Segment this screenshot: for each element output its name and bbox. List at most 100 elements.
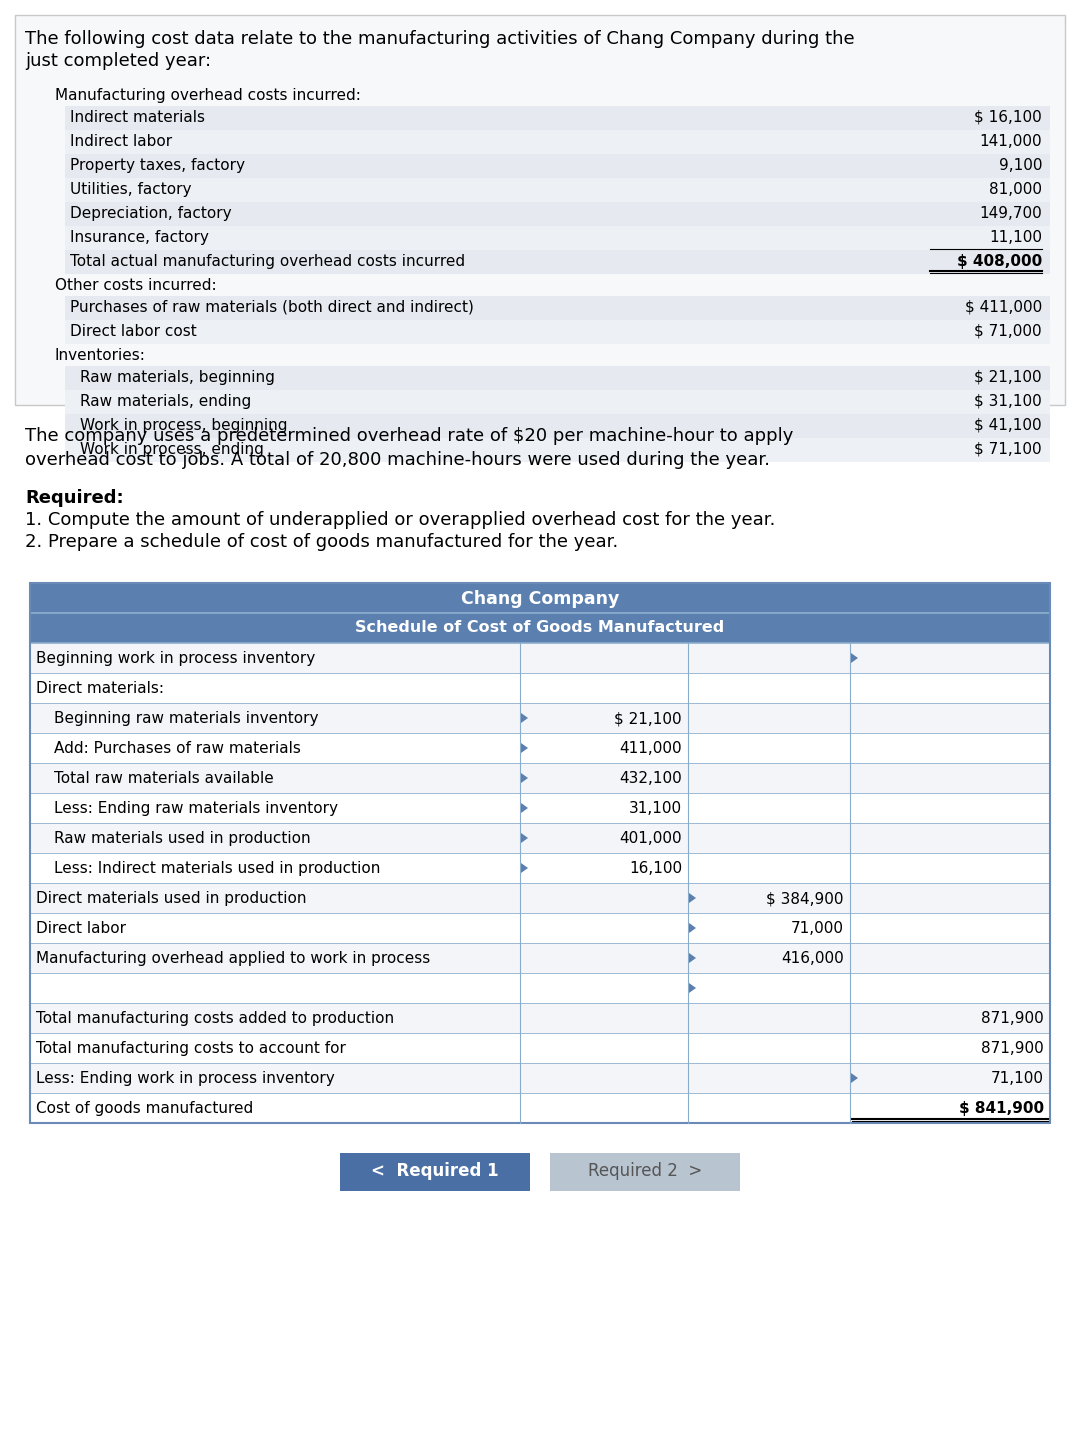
- Text: 16,100: 16,100: [629, 862, 681, 876]
- Bar: [65, 225, 1050, 250]
- Text: Total raw materials available: Total raw materials available: [54, 771, 273, 785]
- Text: $ 31,100: $ 31,100: [974, 393, 1042, 409]
- Polygon shape: [689, 923, 696, 933]
- Bar: [30, 613, 1050, 643]
- Bar: [30, 732, 1050, 763]
- Text: 149,700: 149,700: [980, 205, 1042, 221]
- Polygon shape: [689, 893, 696, 903]
- Text: Indirect labor: Indirect labor: [70, 134, 172, 149]
- Text: Raw materials, ending: Raw materials, ending: [80, 393, 252, 409]
- Bar: [30, 704, 1050, 732]
- Text: Work in process, beginning: Work in process, beginning: [80, 418, 287, 434]
- Polygon shape: [689, 954, 696, 964]
- Text: 71,100: 71,100: [991, 1071, 1044, 1086]
- Text: 416,000: 416,000: [781, 951, 843, 966]
- Text: Work in process, ending: Work in process, ending: [80, 442, 264, 457]
- Text: $ 384,900: $ 384,900: [767, 890, 843, 906]
- Bar: [30, 913, 1050, 943]
- Text: Manufacturing overhead costs incurred:: Manufacturing overhead costs incurred:: [55, 88, 361, 103]
- Text: Manufacturing overhead applied to work in process: Manufacturing overhead applied to work i…: [36, 951, 430, 966]
- Text: Required:: Required:: [25, 490, 123, 507]
- Polygon shape: [521, 803, 528, 813]
- Text: Property taxes, factory: Property taxes, factory: [70, 158, 245, 172]
- Bar: [30, 943, 1050, 974]
- Bar: [30, 643, 1050, 673]
- Text: Schedule of Cost of Goods Manufactured: Schedule of Cost of Goods Manufactured: [355, 620, 725, 635]
- Text: Other costs incurred:: Other costs incurred:: [55, 279, 217, 293]
- Bar: [65, 178, 1050, 202]
- Text: Utilities, factory: Utilities, factory: [70, 182, 191, 197]
- Bar: [30, 883, 1050, 913]
- Bar: [65, 202, 1050, 225]
- Text: 11,100: 11,100: [989, 230, 1042, 246]
- Text: Direct labor cost: Direct labor cost: [70, 325, 197, 339]
- Text: 871,900: 871,900: [982, 1041, 1044, 1055]
- Text: Required 2  >: Required 2 >: [588, 1162, 702, 1180]
- Polygon shape: [521, 833, 528, 843]
- Bar: [30, 1063, 1050, 1093]
- Bar: [65, 250, 1050, 274]
- Polygon shape: [521, 714, 528, 722]
- Bar: [30, 1002, 1050, 1032]
- Text: $ 841,900: $ 841,900: [959, 1101, 1044, 1116]
- Text: 141,000: 141,000: [980, 134, 1042, 149]
- Text: 401,000: 401,000: [619, 831, 681, 846]
- Text: 71,000: 71,000: [791, 920, 843, 936]
- Text: <  Required 1: < Required 1: [372, 1162, 499, 1180]
- Text: Chang Company: Chang Company: [461, 590, 619, 607]
- Polygon shape: [689, 984, 696, 994]
- Bar: [65, 414, 1050, 438]
- Text: $ 16,100: $ 16,100: [974, 111, 1042, 125]
- Text: Less: Ending raw materials inventory: Less: Ending raw materials inventory: [54, 801, 338, 816]
- Text: Total manufacturing costs to account for: Total manufacturing costs to account for: [36, 1041, 346, 1055]
- Text: Cost of goods manufactured: Cost of goods manufactured: [36, 1101, 253, 1116]
- Text: The company uses a predetermined overhead rate of $20 per machine-hour to apply: The company uses a predetermined overhea…: [25, 426, 794, 445]
- Text: 871,900: 871,900: [982, 1011, 1044, 1025]
- Bar: [30, 583, 1050, 613]
- Polygon shape: [851, 653, 858, 663]
- Bar: [65, 438, 1050, 462]
- Text: 9,100: 9,100: [999, 158, 1042, 172]
- Text: Direct materials used in production: Direct materials used in production: [36, 890, 307, 906]
- Bar: [30, 793, 1050, 823]
- Bar: [30, 763, 1050, 793]
- Text: Direct labor: Direct labor: [36, 920, 126, 936]
- Text: Add: Purchases of raw materials: Add: Purchases of raw materials: [54, 741, 301, 755]
- Text: $ 71,000: $ 71,000: [974, 325, 1042, 339]
- Bar: [30, 673, 1050, 704]
- Text: Less: Ending work in process inventory: Less: Ending work in process inventory: [36, 1071, 335, 1086]
- Bar: [65, 106, 1050, 131]
- Text: Raw materials, beginning: Raw materials, beginning: [80, 370, 275, 385]
- Text: 411,000: 411,000: [619, 741, 681, 755]
- Text: 81,000: 81,000: [989, 182, 1042, 197]
- Bar: [65, 366, 1050, 391]
- Bar: [65, 296, 1050, 320]
- Text: Beginning work in process inventory: Beginning work in process inventory: [36, 651, 315, 666]
- Bar: [30, 823, 1050, 853]
- Text: Indirect materials: Indirect materials: [70, 111, 205, 125]
- Text: $ 411,000: $ 411,000: [964, 300, 1042, 314]
- Text: 432,100: 432,100: [619, 771, 681, 785]
- Text: 31,100: 31,100: [629, 801, 681, 816]
- Bar: [550, 1153, 740, 1190]
- Text: 1. Compute the amount of underapplied or overapplied overhead cost for the year.: 1. Compute the amount of underapplied or…: [25, 511, 775, 528]
- Text: $ 408,000: $ 408,000: [957, 254, 1042, 269]
- Bar: [30, 853, 1050, 883]
- Text: $ 21,100: $ 21,100: [615, 711, 681, 727]
- Text: just completed year:: just completed year:: [25, 52, 211, 70]
- Bar: [65, 131, 1050, 154]
- Text: overhead cost to jobs. A total of 20,800 machine-hours were used during the year: overhead cost to jobs. A total of 20,800…: [25, 451, 770, 470]
- Bar: [30, 1093, 1050, 1123]
- Text: $ 41,100: $ 41,100: [974, 418, 1042, 434]
- Text: Inventories:: Inventories:: [55, 348, 146, 363]
- Text: Raw materials used in production: Raw materials used in production: [54, 831, 311, 846]
- Text: Direct materials:: Direct materials:: [36, 681, 164, 696]
- Bar: [15, 14, 1065, 405]
- Bar: [65, 320, 1050, 345]
- Bar: [65, 154, 1050, 178]
- Text: Total actual manufacturing overhead costs incurred: Total actual manufacturing overhead cost…: [70, 254, 465, 269]
- Polygon shape: [521, 863, 528, 873]
- Bar: [30, 1032, 1050, 1063]
- Text: Purchases of raw materials (both direct and indirect): Purchases of raw materials (both direct …: [70, 300, 474, 314]
- Bar: [30, 974, 1050, 1002]
